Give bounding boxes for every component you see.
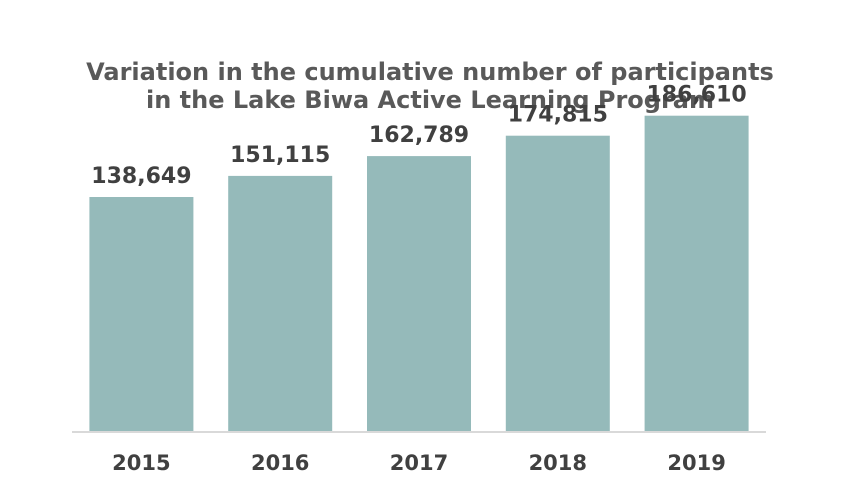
bar-2015 [89,197,194,432]
data-label-2018: 174,815 [508,103,608,128]
bars-group [89,115,749,432]
data-label-2016: 151,115 [230,143,330,168]
chart-title-line-2: in the Lake Biwa Active Learning Program [146,86,714,114]
bar-2018 [505,135,610,432]
x-tick-label-2019: 2019 [667,451,725,475]
data-label-2015: 138,649 [91,164,191,189]
bar-2017 [367,156,471,432]
data-label-2019: 186,610 [646,83,746,108]
bar-2016 [228,175,333,432]
bar-2019 [644,115,749,432]
x-tick-labels-group: 2015 2016 2017 2018 2019 [112,451,726,475]
chart-title-line-1: Variation in the cumulative number of pa… [86,58,774,86]
x-tick-label-2016: 2016 [251,451,309,475]
x-tick-label-2018: 2018 [529,451,587,475]
x-tick-label-2015: 2015 [112,451,170,475]
x-tick-label-2017: 2017 [390,451,448,475]
data-label-2017: 162,789 [369,123,469,148]
value-labels-group: 138,649 151,115 162,789 174,815 186,610 [91,83,746,189]
